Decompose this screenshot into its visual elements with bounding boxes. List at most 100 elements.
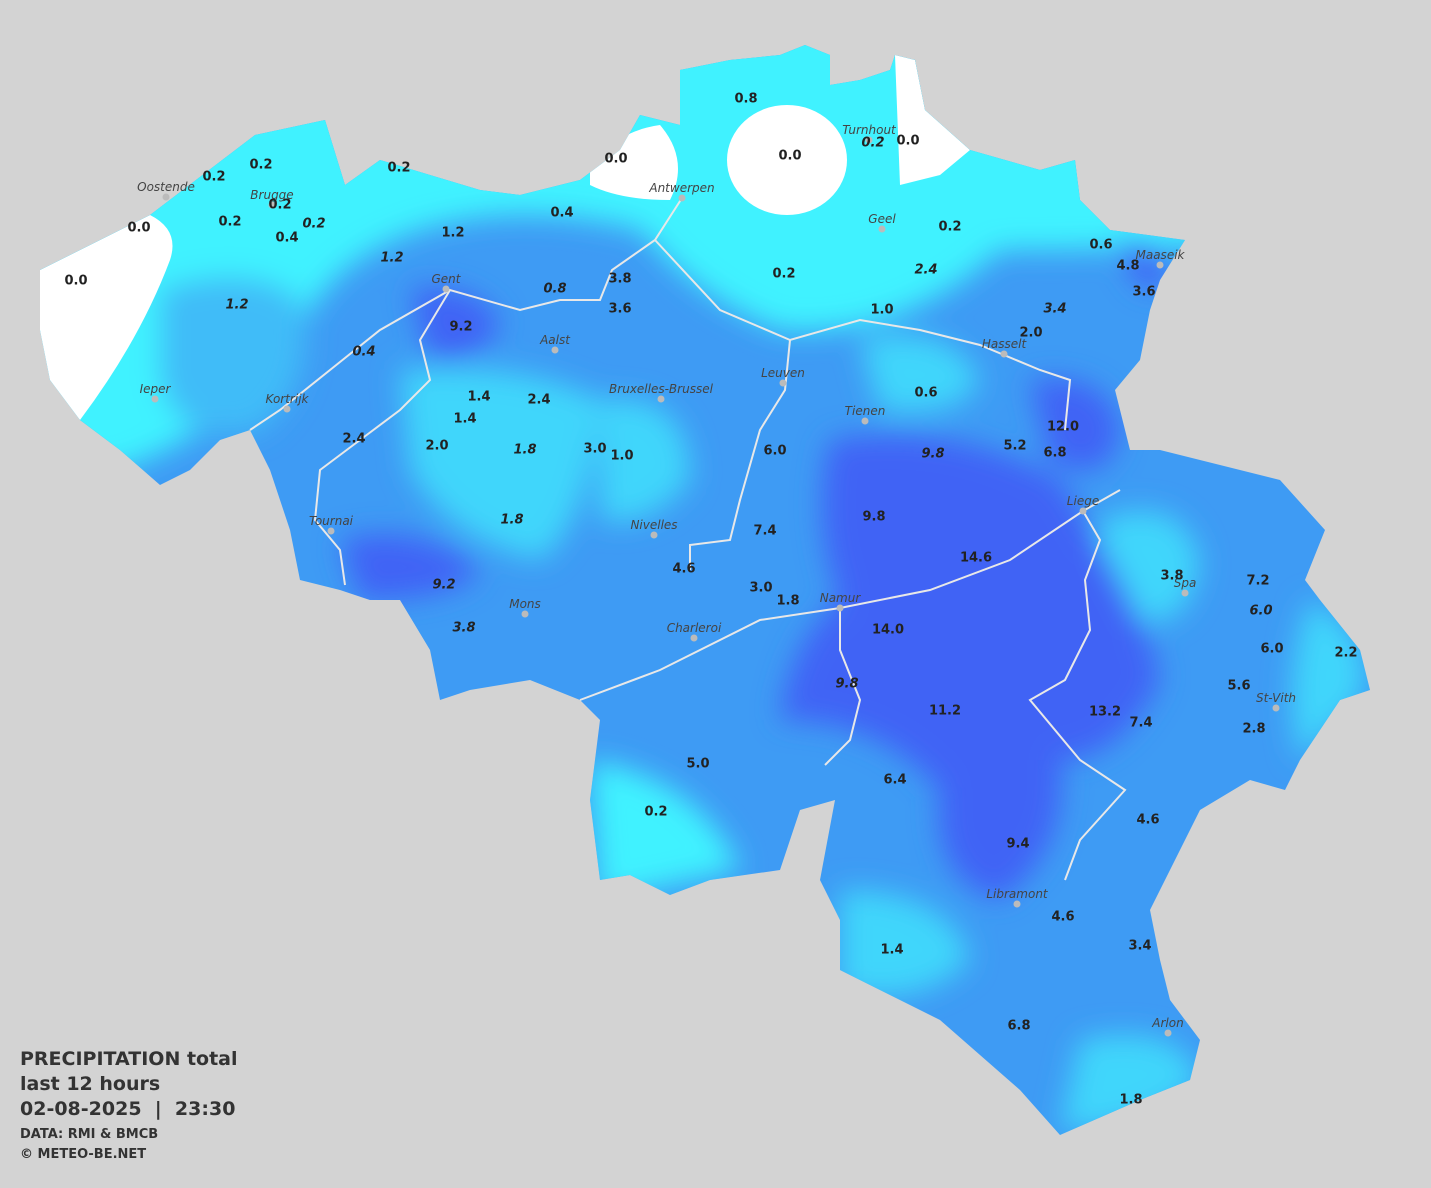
station-value: 12.0 <box>1047 420 1079 435</box>
station-value: 13.2 <box>1089 705 1121 720</box>
station-value: 1.2 <box>441 226 464 241</box>
station-value: 9.4 <box>1006 837 1029 852</box>
station-value: 0.2 <box>268 198 291 213</box>
station-value: 4.6 <box>1051 910 1074 925</box>
station-value: 4.6 <box>672 562 695 577</box>
station-value: 1.8 <box>1119 1093 1142 1108</box>
river-ourthe <box>1028 510 1127 881</box>
river-meuse-south <box>824 608 862 766</box>
station-value: 11.2 <box>929 704 961 719</box>
city-dot <box>1156 261 1164 269</box>
title: PRECIPITATION total <box>20 1048 238 1070</box>
station-value: 2.8 <box>1242 722 1265 737</box>
station-value: 9.2 <box>432 578 455 593</box>
city-dot <box>779 379 787 387</box>
station-value: 2.2 <box>1334 646 1357 661</box>
station-value: 0.0 <box>64 274 87 289</box>
city-dot <box>162 193 170 201</box>
city-dot <box>678 194 686 202</box>
station-value: 14.6 <box>960 551 992 566</box>
canal <box>654 239 1072 431</box>
station-value: 0.0 <box>778 149 801 164</box>
station-value: 0.0 <box>127 221 150 236</box>
city-dot <box>878 225 886 233</box>
station-value: 1.2 <box>380 251 403 266</box>
station-value: 0.4 <box>275 231 298 246</box>
station-value: 1.0 <box>610 449 633 464</box>
station-value: 4.8 <box>1116 259 1139 274</box>
station-value: 0.4 <box>550 206 573 221</box>
city-label: Turnhout <box>842 123 897 137</box>
station-value: 1.8 <box>776 594 799 609</box>
stations: 0.8 0.0 0.0 0.2 0.0 0.2 0.2 0.2 0.2 0.2 0.4 0.2 0.0 0… <box>64 92 1357 1108</box>
city-dot <box>657 395 665 403</box>
city-label: Brugge <box>250 188 293 202</box>
subtitle: last 12 hours <box>20 1073 160 1095</box>
city-dot <box>865 136 873 144</box>
station-value: 9.2 <box>449 320 472 335</box>
station-value: 3.8 <box>1160 569 1183 584</box>
city-label: Tournai <box>309 514 354 528</box>
river-lys <box>249 289 451 431</box>
station-value: 0.2 <box>387 161 410 176</box>
city-label: Maaseik <box>1136 248 1186 262</box>
station-value: 3.0 <box>583 442 606 457</box>
city-label: St-Vith <box>1256 691 1296 705</box>
station-value: 0.6 <box>914 386 937 401</box>
station-value: 1.8 <box>513 443 536 458</box>
station-value: 6.8 <box>1007 1019 1030 1034</box>
station-value: 3.8 <box>452 621 475 636</box>
city-label: Namur <box>820 591 862 605</box>
station-value: 0.2 <box>302 217 325 232</box>
city-label: Geel <box>868 212 896 226</box>
city-dot <box>1272 704 1280 712</box>
source: DATA: RMI & BMCB <box>20 1127 158 1142</box>
city-dot <box>650 531 658 539</box>
city-label: Liege <box>1067 494 1099 508</box>
station-value: 6.0 <box>1260 642 1283 657</box>
station-value: 0.4 <box>352 345 375 360</box>
city-dot <box>1000 350 1008 358</box>
city-label: Libramont <box>986 887 1049 901</box>
city-dot <box>836 604 844 612</box>
station-value: 1.4 <box>453 412 476 427</box>
station-value: 0.8 <box>543 282 566 297</box>
city-label: Kortrijk <box>266 392 310 406</box>
city-dot <box>268 201 276 209</box>
station-value: 6.0 <box>1249 604 1272 619</box>
station-value: 3.8 <box>608 272 631 287</box>
station-value: 0.2 <box>644 805 667 820</box>
station-value: 0.2 <box>202 170 225 185</box>
station-value: 6.8 <box>1043 446 1066 461</box>
station-value: 2.0 <box>1019 326 1042 341</box>
station-value: 0.2 <box>249 158 272 173</box>
river-dyle <box>689 339 791 570</box>
city-dot <box>1079 507 1087 515</box>
station-value: 6.0 <box>763 444 786 459</box>
station-value: 1.2 <box>225 298 248 313</box>
city-dot <box>442 285 450 293</box>
cities: Oostende Brugge Antwerpen Turnhout Geel Maase… <box>137 123 1296 1037</box>
city-label: Aalst <box>539 333 571 347</box>
station-value: 9.8 <box>921 447 944 462</box>
station-value: 7.2 <box>1246 574 1269 589</box>
station-value: 2.0 <box>425 439 448 454</box>
station-value: 6.4 <box>883 773 906 788</box>
rivers <box>249 197 1127 881</box>
station-value: 0.2 <box>938 220 961 235</box>
station-value: 5.0 <box>686 757 709 772</box>
city-label: Oostende <box>137 180 195 194</box>
city-dot <box>151 395 159 403</box>
city-dot <box>1013 900 1021 908</box>
city-label: Tienen <box>845 404 886 418</box>
city-dot <box>861 417 869 425</box>
station-value: 0.6 <box>1089 238 1112 253</box>
city-dot <box>1181 589 1189 597</box>
station-value: 1.4 <box>880 943 903 958</box>
city-label: Bruxelles-Brussel <box>609 382 714 396</box>
city-dot <box>327 527 335 535</box>
station-value: 5.2 <box>1003 439 1026 454</box>
city-label: Gent <box>432 272 462 286</box>
